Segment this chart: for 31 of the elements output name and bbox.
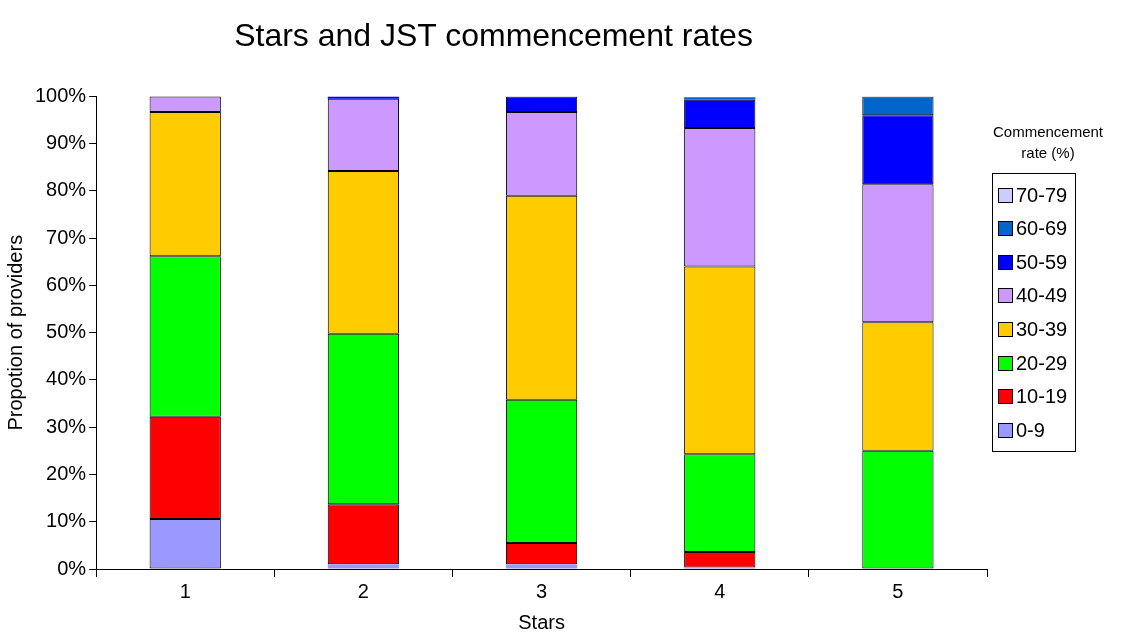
legend-label: 10-19 [1016,385,1068,409]
y-tick-label: 80% [46,178,87,201]
x-tick-label: 2 [357,579,369,602]
y-tick-label: 0% [57,556,87,579]
x-axis-title: Stars [518,610,565,633]
legend-label: 40-49 [1016,284,1068,308]
y-tick-label: 60% [46,272,87,295]
x-tick-label: 3 [536,579,548,602]
chart-title: Stars and JST commencement rates [234,17,753,54]
legend-title: Commencement rate (%) [991,122,1104,164]
legend-label: 70-79 [1016,183,1068,207]
legend-label: 60-69 [1016,217,1068,241]
y-tick-label: 70% [46,225,87,248]
legend-label: 0-9 [1016,418,1045,442]
legend-label: 30-39 [1016,318,1068,342]
y-tick-label: 30% [46,414,87,437]
bar [684,97,756,100]
bar [327,564,400,569]
bar [505,564,578,569]
y-tick-label: 90% [46,131,87,154]
y-tick-label: 40% [46,367,87,390]
y-axis-title: Propotion of providers [3,234,26,431]
x-tick-label: 5 [892,579,904,602]
y-tick-label: 50% [46,320,87,343]
legend-label: 50-59 [1016,250,1068,274]
x-tick-label: 1 [179,579,191,602]
y-tick-label: 20% [46,462,87,484]
y-tick-label: 100% [35,83,87,106]
legend-label: 20-29 [1016,351,1068,375]
x-tick-label: 4 [714,579,726,602]
y-tick-label: 10% [46,509,87,532]
